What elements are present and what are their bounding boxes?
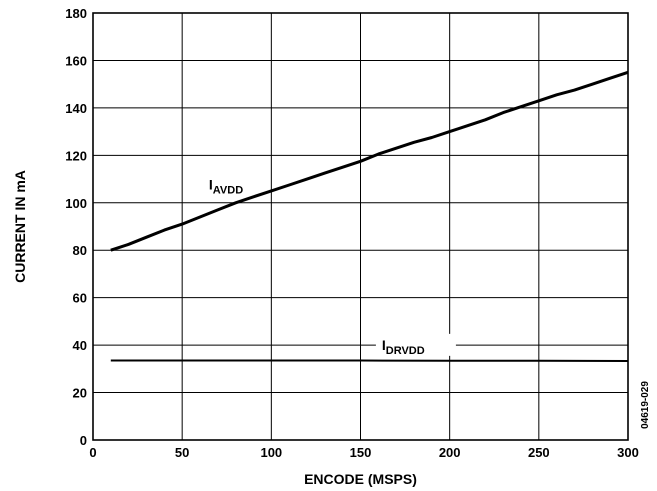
y-axis-label: CURRENT IN mA [12, 170, 28, 283]
y-tick-label: 120 [65, 148, 87, 163]
x-tick-label: 300 [617, 445, 639, 460]
y-tick-label: 160 [65, 53, 87, 68]
x-tick-label: 50 [175, 445, 189, 460]
y-tick-label: 100 [65, 196, 87, 211]
y-tick-label: 0 [80, 433, 87, 448]
x-tick-labels: 0 50 100 150 200 250 300 [89, 445, 638, 460]
series-label-background [375, 333, 456, 356]
y-tick-label: 60 [73, 291, 87, 306]
series-label-avdd: IAVDD [209, 177, 243, 197]
x-tick-label: 250 [528, 445, 550, 460]
series-label-drvdd: IDRVDD [382, 337, 425, 357]
y-tick-label: 40 [73, 338, 87, 353]
x-tick-label: 0 [89, 445, 96, 460]
x-tick-label: 150 [350, 445, 372, 460]
y-tick-labels: 0 20 40 60 80 100 120 140 160 180 [65, 6, 87, 448]
y-tick-label: 20 [73, 386, 87, 401]
x-tick-label: 100 [260, 445, 282, 460]
y-tick-label: 140 [65, 101, 87, 116]
series-line-avdd [110, 70, 629, 252]
series-labels: IAVDD IDRVDD [209, 177, 456, 357]
figure-code-label: 04619-029 [640, 381, 651, 429]
plot-frame [92, 12, 629, 441]
y-tick-label: 80 [73, 243, 87, 258]
x-tick-label: 200 [439, 445, 461, 460]
x-axis-label: ENCODE (MSPS) [304, 471, 417, 487]
series [110, 70, 629, 362]
series-line-drvdd [110, 359, 629, 362]
y-tick-label: 180 [65, 6, 87, 21]
